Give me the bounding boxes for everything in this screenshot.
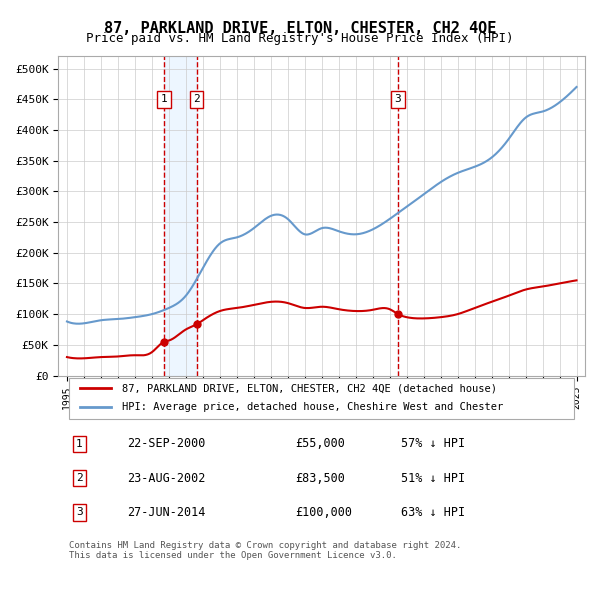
Text: 3: 3 (76, 507, 83, 517)
Text: 87, PARKLAND DRIVE, ELTON, CHESTER, CH2 4QE: 87, PARKLAND DRIVE, ELTON, CHESTER, CH2 … (104, 21, 496, 35)
Text: 1: 1 (76, 439, 83, 449)
Text: 23-AUG-2002: 23-AUG-2002 (127, 471, 205, 484)
Text: 51% ↓ HPI: 51% ↓ HPI (401, 471, 465, 484)
Text: 22-SEP-2000: 22-SEP-2000 (127, 437, 205, 450)
Text: 2: 2 (76, 473, 83, 483)
Text: HPI: Average price, detached house, Cheshire West and Chester: HPI: Average price, detached house, Ches… (122, 402, 503, 412)
FancyBboxPatch shape (69, 378, 574, 419)
Text: £100,000: £100,000 (295, 506, 352, 519)
Text: 63% ↓ HPI: 63% ↓ HPI (401, 506, 465, 519)
Text: 1: 1 (161, 94, 167, 104)
Text: 57% ↓ HPI: 57% ↓ HPI (401, 437, 465, 450)
Bar (164, 56, 197, 375)
Text: 2: 2 (193, 94, 200, 104)
Text: 27-JUN-2014: 27-JUN-2014 (127, 506, 205, 519)
Text: Price paid vs. HM Land Registry's House Price Index (HPI): Price paid vs. HM Land Registry's House … (86, 32, 514, 45)
Text: £83,500: £83,500 (295, 471, 345, 484)
Text: Contains HM Land Registry data © Crown copyright and database right 2024.
This d: Contains HM Land Registry data © Crown c… (69, 541, 461, 560)
Text: £55,000: £55,000 (295, 437, 345, 450)
Text: 3: 3 (395, 94, 401, 104)
Text: 87, PARKLAND DRIVE, ELTON, CHESTER, CH2 4QE (detached house): 87, PARKLAND DRIVE, ELTON, CHESTER, CH2 … (122, 384, 497, 394)
